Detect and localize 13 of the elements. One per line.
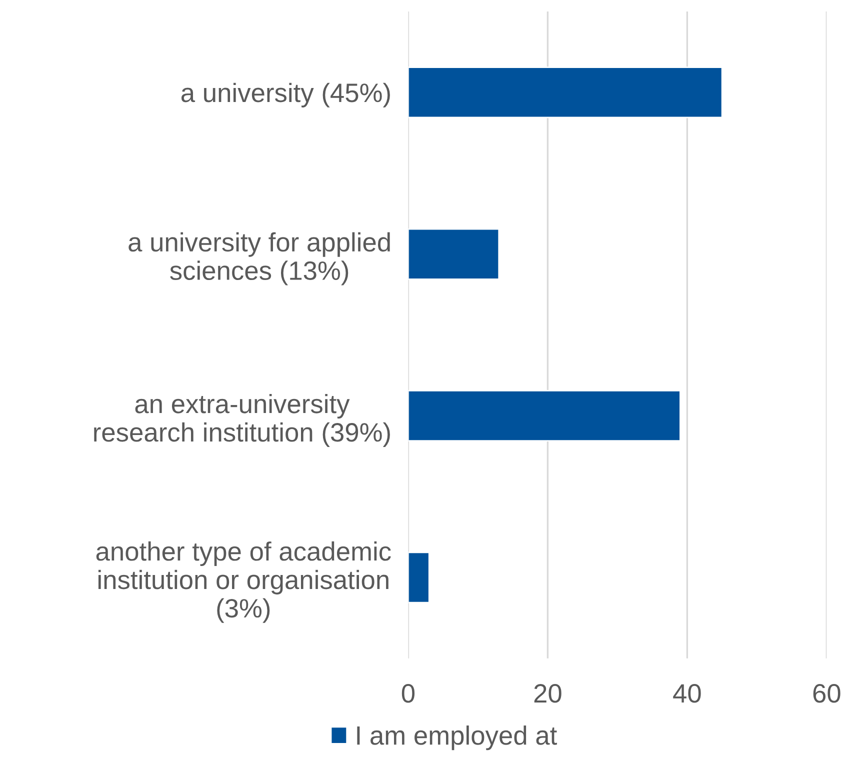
y-tick-label: a university for applied sciences (13%) (128, 232, 390, 286)
x-tick-label: 40 (673, 684, 701, 703)
y-tick-label: a university (45%) (181, 82, 390, 108)
bar (408, 552, 430, 604)
bar (408, 66, 723, 118)
y-tick-label: another type of academic institution or organisation (3%) (96, 541, 391, 623)
y-tick-label: an extra-university research institution (39%) (94, 394, 390, 447)
legend-label: I am employed at (357, 726, 557, 750)
bar (408, 228, 500, 280)
bar (408, 390, 681, 442)
x-tick-label: 60 (813, 684, 840, 703)
x-tick-label: 0 (402, 684, 415, 703)
x-tick-label: 20 (534, 684, 562, 703)
